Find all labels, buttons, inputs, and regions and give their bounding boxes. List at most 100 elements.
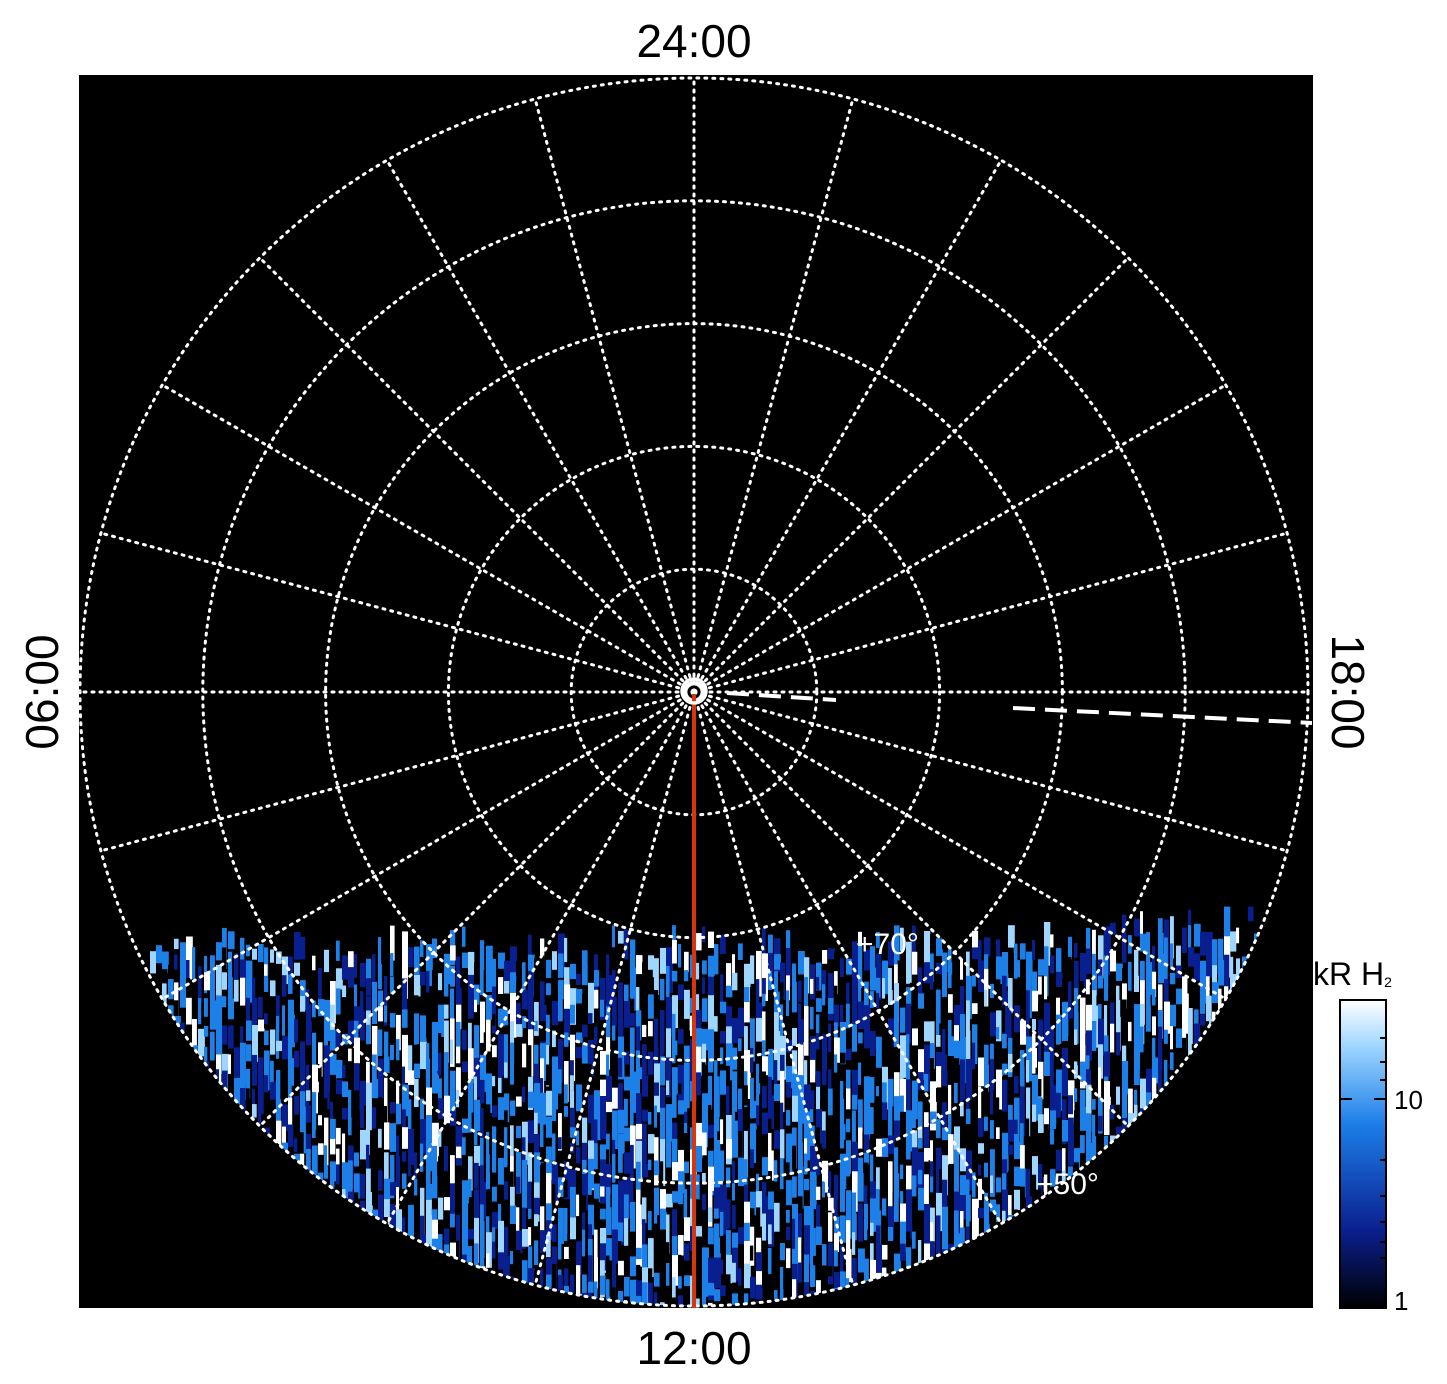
emission-cell — [1080, 1023, 1086, 1057]
emission-cell — [774, 1084, 781, 1108]
emission-cell — [678, 1083, 682, 1094]
emission-cell — [660, 1056, 666, 1086]
emission-cell — [666, 1263, 670, 1286]
emission-cell — [414, 946, 420, 975]
emission-cell — [684, 1217, 691, 1241]
emission-cell — [594, 1198, 599, 1227]
emission-cell — [1104, 1105, 1110, 1136]
emission-cell — [522, 1043, 527, 1068]
emission-cell — [324, 949, 329, 987]
emission-cell — [390, 1013, 396, 1028]
emission-cell — [462, 952, 469, 968]
emission-cell — [894, 1096, 901, 1131]
emission-cell — [300, 936, 306, 960]
emission-cell — [570, 1217, 577, 1240]
emission-cell — [540, 1147, 545, 1162]
emission-cell — [834, 1250, 838, 1267]
emission-cell — [372, 1025, 378, 1070]
emission-cell — [786, 1110, 791, 1126]
emission-cell — [828, 1115, 835, 1152]
emission-cell — [726, 1274, 731, 1306]
emission-cell — [534, 1214, 538, 1227]
emission-cell — [372, 1128, 377, 1175]
emission-cell — [876, 1244, 883, 1285]
emission-cell — [864, 1076, 871, 1097]
emission-cell — [624, 1051, 630, 1065]
emission-cell — [564, 1135, 569, 1148]
emission-cell — [924, 1223, 930, 1257]
emission-cell — [1020, 943, 1026, 960]
emission-cell — [576, 1194, 580, 1232]
emission-cell — [456, 1184, 463, 1199]
emission-cell — [516, 961, 522, 976]
emission-cell — [576, 1265, 581, 1299]
emission-cell — [1038, 1042, 1042, 1068]
emission-cell — [858, 1219, 864, 1232]
emission-cell — [672, 1162, 679, 1181]
emission-cell — [414, 995, 419, 1022]
emission-cell — [252, 977, 256, 1017]
emission-cell — [660, 978, 665, 1001]
emission-cell — [426, 992, 431, 1038]
emission-cell — [648, 1134, 655, 1154]
emission-cell — [726, 1167, 731, 1188]
emission-cell — [378, 964, 382, 990]
emission-cell — [444, 1004, 449, 1019]
emission-cell — [852, 1110, 856, 1155]
emission-cell — [264, 1050, 270, 1091]
emission-cell — [1008, 947, 1014, 974]
emission-cell — [846, 958, 852, 975]
emission-cell — [948, 1134, 954, 1164]
emission-cell — [900, 954, 906, 970]
emission-cell — [498, 952, 505, 969]
emission-cell — [906, 1079, 911, 1117]
emission-cell — [720, 1031, 726, 1044]
emission-cell — [402, 1151, 407, 1162]
emission-cell — [720, 1212, 724, 1249]
emission-cell — [1038, 1114, 1044, 1138]
emission-cell — [696, 1174, 700, 1210]
emission-cell — [582, 1043, 588, 1065]
emission-cell — [924, 1074, 929, 1108]
emission-cell — [360, 1103, 364, 1129]
emission-cell — [840, 1153, 847, 1189]
emission-cell — [786, 1226, 791, 1241]
emission-cell — [228, 998, 235, 1020]
emission-cell — [654, 1205, 658, 1226]
emission-cell — [696, 1046, 702, 1073]
emission-cell — [834, 1147, 838, 1162]
emission-cell — [342, 1162, 349, 1212]
emission-cell — [714, 1208, 719, 1219]
emission-cell — [990, 1088, 994, 1115]
emission-cell — [864, 1048, 871, 1088]
emission-cell — [750, 1018, 755, 1062]
emission-cell — [1032, 1156, 1038, 1190]
emission-cell — [654, 1223, 659, 1253]
emission-cell — [1098, 975, 1104, 989]
emission-cell — [270, 1060, 274, 1103]
emission-cell — [216, 1025, 223, 1075]
emission-cell — [618, 1133, 625, 1154]
emission-cell — [564, 937, 568, 963]
emission-cell — [546, 1173, 552, 1205]
emission-cell — [366, 1192, 373, 1214]
emission-cell — [1002, 952, 1009, 987]
emission-cell — [696, 1298, 700, 1306]
emission-cell — [342, 1009, 347, 1035]
emission-cell — [642, 1164, 649, 1178]
emission-cell — [264, 1013, 268, 1025]
emission-cell — [1062, 956, 1068, 974]
emission-cell — [756, 1083, 761, 1095]
emission-cell — [414, 974, 421, 997]
emission-cell — [786, 1066, 793, 1089]
emission-cell — [1098, 1097, 1103, 1134]
emission-cell — [870, 1014, 875, 1034]
emission-cell — [834, 1004, 840, 1027]
emission-cell — [408, 1014, 415, 1043]
emission-cell — [558, 1069, 562, 1110]
emission-cell — [408, 947, 414, 968]
emission-cell — [354, 1152, 359, 1167]
emission-cell — [498, 1158, 504, 1198]
emission-cell — [720, 974, 724, 1007]
emission-cell — [888, 1251, 894, 1288]
